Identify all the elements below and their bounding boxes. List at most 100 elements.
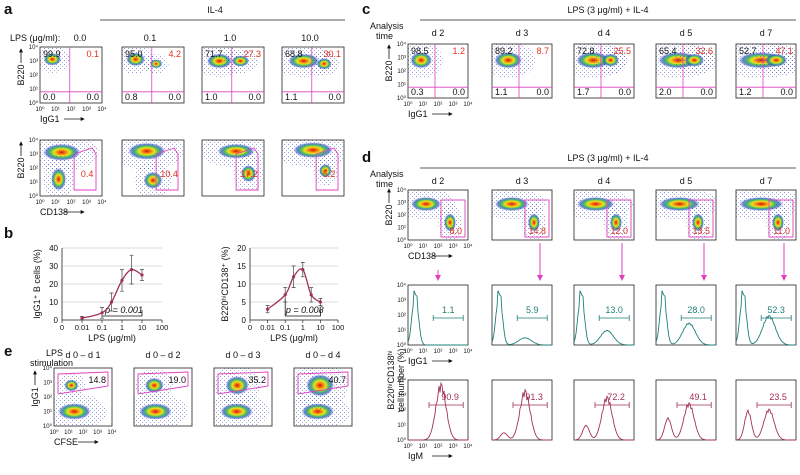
quadrant-value: 65.4 — [659, 46, 677, 56]
x-tick-label: 10¹ — [419, 444, 428, 450]
gate-value: 35.2 — [248, 375, 266, 385]
quadrant-value: 99.9 — [43, 49, 61, 59]
day: d 7 — [760, 176, 773, 186]
gate-value: 49.1 — [689, 392, 707, 402]
density-core — [64, 379, 79, 392]
y-tick-label: 10³ — [29, 152, 38, 158]
gate-value: 28.0 — [687, 305, 705, 315]
y-axis-label: B220 — [384, 204, 394, 225]
x-tick-label: 1 — [120, 323, 124, 332]
gate-bracket — [594, 402, 630, 408]
time-label: time — [376, 31, 393, 41]
plot-frame — [407, 284, 469, 346]
quadrant-value: 27.3 — [243, 49, 261, 59]
density-core — [231, 55, 250, 67]
plot-area — [408, 190, 462, 240]
density-core — [577, 197, 615, 211]
x-tick-label: 10¹ — [64, 430, 73, 436]
x-tick-label: 10⁴ — [463, 443, 473, 450]
quadrant-value: 0.0 — [43, 92, 56, 102]
point — [100, 311, 104, 315]
y-tick-label: 30 — [49, 262, 58, 271]
y-tick-label: 10¹ — [397, 226, 406, 232]
histogram — [573, 395, 634, 441]
x-tick-label: 10³ — [449, 444, 458, 450]
y-tick-label: 10⁴ — [397, 282, 407, 289]
plot-frame — [407, 43, 469, 99]
header: IL-4 — [207, 5, 223, 15]
density-core — [495, 197, 529, 211]
plot-frame — [39, 46, 103, 104]
period: d 0 – d 1 — [65, 350, 100, 360]
gate-value: 52.3 — [767, 305, 785, 315]
x-tick-label: 0.01 — [260, 323, 275, 332]
gate-bracket — [680, 315, 712, 321]
plot-frame — [39, 139, 103, 197]
dose: 0.1 — [144, 33, 157, 43]
gate — [235, 147, 259, 191]
dose: 1.0 — [224, 33, 237, 43]
x-tick-label: 10² — [67, 200, 76, 206]
gate-value: 10.4 — [160, 169, 178, 179]
plot-area — [40, 140, 99, 196]
period: d 0 – d 4 — [305, 350, 340, 360]
plot-area — [408, 44, 443, 79]
day: d 4 — [598, 176, 611, 186]
quadrant-value: 1.1 — [495, 87, 508, 97]
dose: 10.0 — [301, 33, 319, 43]
gate-value: 23.5 — [769, 392, 787, 402]
density-core — [410, 52, 433, 69]
plot-frame — [735, 189, 797, 241]
gate-value: 72.2 — [607, 392, 625, 402]
y-tick-label: 10¹ — [397, 83, 406, 89]
x-axis-label: IgG1 — [40, 114, 60, 124]
x-tick-label: 10⁴ — [97, 106, 107, 113]
quadrant-value: 1.0 — [205, 92, 218, 102]
density-core — [145, 377, 164, 393]
plot-area — [574, 190, 633, 240]
x-axis-label: CFSE — [54, 437, 78, 447]
density-core — [610, 213, 622, 232]
x-tick-label: 10³ — [449, 349, 458, 355]
x-axis-label: IgG1 — [408, 109, 428, 119]
x-tick-label: 10⁰ — [35, 199, 45, 206]
y-axis-label: B220ʰⁱCD138⁺ (%) — [220, 246, 230, 321]
x-tick-label: 10² — [79, 430, 88, 436]
x-tick-label: 10¹ — [51, 200, 60, 206]
gate — [440, 199, 466, 238]
histogram — [407, 290, 468, 346]
row-header: LPS — [46, 348, 63, 358]
y-tick-label: 10³ — [397, 393, 406, 399]
y-tick-label: 10⁰ — [29, 193, 39, 200]
quadrant-value: 72.8 — [577, 46, 595, 56]
plot-area — [492, 190, 546, 240]
density-core — [602, 53, 619, 67]
gate-bracket — [516, 315, 548, 321]
day: d 5 — [680, 28, 693, 38]
y-tick-label: 10⁴ — [29, 44, 39, 51]
plot-frame — [281, 139, 345, 197]
y-tick-label: 10⁰ — [397, 237, 407, 244]
y-tick-label: 10² — [29, 73, 38, 79]
gate-value: 13.0 — [605, 305, 623, 315]
y-axis-label: B220 — [16, 157, 26, 178]
plot-frame — [491, 189, 553, 241]
x-tick-label: 1 — [301, 323, 305, 332]
quadrant-value: 32.6 — [695, 46, 713, 56]
gate-bracket — [432, 315, 464, 321]
x-tick-label: 10³ — [93, 430, 102, 436]
quadrant-value: 47.1 — [775, 46, 793, 56]
y-tick-label: 10³ — [43, 381, 52, 387]
y-tick-label: 0 — [242, 316, 247, 325]
day: d 3 — [516, 28, 529, 38]
gate-value: 19.0 — [168, 375, 186, 385]
y-tick-label: 10 — [237, 280, 246, 289]
y-tick-label: 10¹ — [29, 180, 38, 186]
gate — [688, 199, 714, 238]
y-tick-label: 15 — [237, 262, 246, 271]
x-tick-label: 10³ — [449, 102, 458, 108]
plot-frame — [407, 189, 469, 241]
plot-area — [656, 190, 716, 240]
density-core — [43, 143, 81, 161]
x-tick-label: 10² — [434, 244, 443, 250]
